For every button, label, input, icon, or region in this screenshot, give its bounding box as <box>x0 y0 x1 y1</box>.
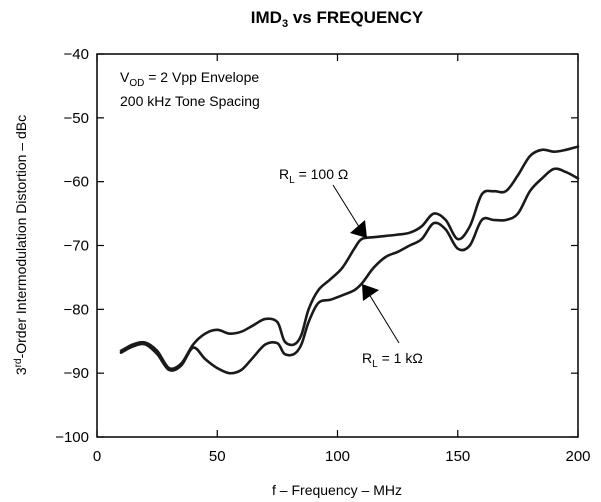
annotation-1k-ohm-background <box>357 344 465 370</box>
annotation-100-ohm-background <box>276 160 388 184</box>
y-tick-label: −60 <box>64 174 89 191</box>
y-axis-label: 3rd-Order Intermodulation Distortion – d… <box>13 115 29 375</box>
annotation-100-ohm-leader <box>332 184 362 231</box>
y-tick-label: −40 <box>64 46 89 63</box>
annotation-1k-ohm-arrowhead <box>362 284 379 301</box>
condition-line-2: 200 kHz Tone Spacing <box>120 93 260 109</box>
series-layer <box>119 145 580 375</box>
y-tick-label: −90 <box>64 365 89 382</box>
x-tick-label: 0 <box>93 448 101 465</box>
tick-layer: 0 50 100 150 200 −40 −50 −60 −70 −80 −90 −100 <box>55 46 590 465</box>
y-tick-label: −80 <box>64 301 89 318</box>
series-line-rl-1k-ohm <box>119 167 580 375</box>
x-tick-label: 100 <box>325 448 350 465</box>
chart-title: IMD3 vs FREQUENCY <box>251 8 424 30</box>
y-tick-label: −50 <box>64 110 89 127</box>
x-axis-label: f – Frequency – MHz <box>272 482 402 498</box>
y-tick-label: −100 <box>55 429 89 446</box>
y-tick-label: −70 <box>64 238 89 255</box>
plot-frame <box>96 53 579 438</box>
x-tick-label: 200 <box>565 448 590 465</box>
series-line-rl-100-ohm <box>119 145 580 371</box>
x-tick-label: 150 <box>445 448 470 465</box>
annotation-100-ohm: RL = 100 Ω <box>279 166 348 186</box>
annotation-1k-ohm-leader <box>368 293 400 344</box>
x-tick-label: 50 <box>209 448 226 465</box>
annotation-1k-ohm: RL = 1 kΩ <box>362 350 423 370</box>
condition-line-1: VOD = 2 Vpp Envelope <box>120 69 259 89</box>
annotation-100-ohm-arrowhead <box>350 220 367 238</box>
